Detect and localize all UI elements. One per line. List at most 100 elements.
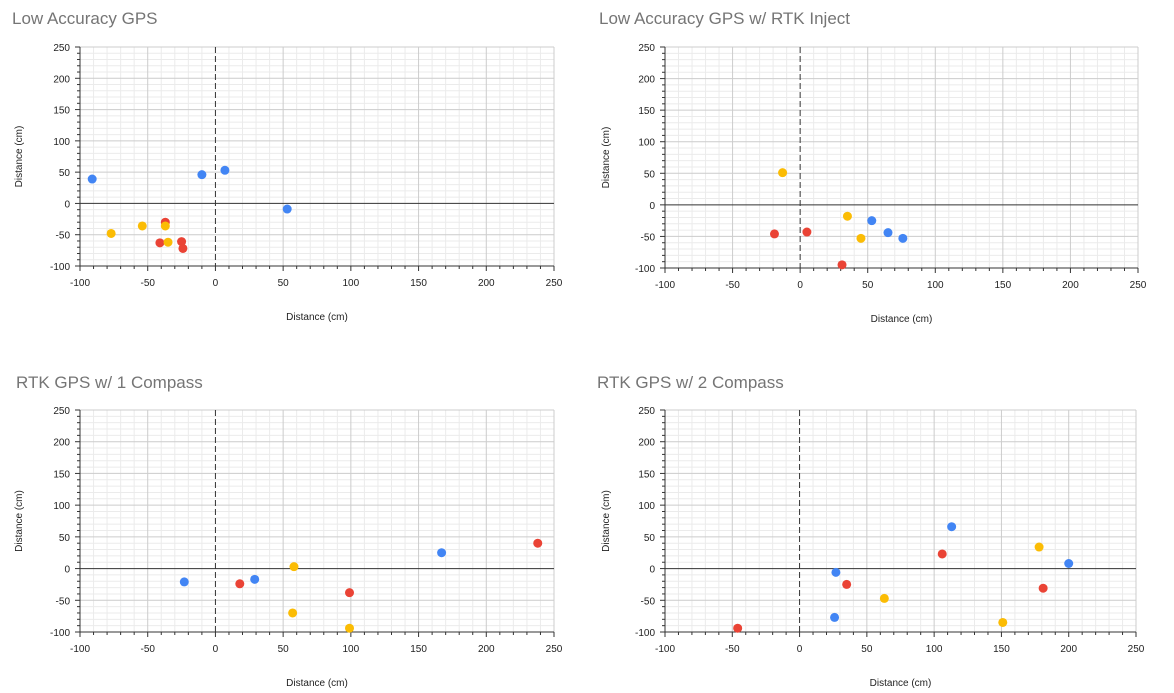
x-axis-title: Distance (cm) bbox=[870, 678, 932, 689]
red-data-point bbox=[842, 579, 852, 589]
y-tick-label: 50 bbox=[59, 168, 71, 179]
y-tick-label: 250 bbox=[53, 406, 70, 417]
red-data-point bbox=[802, 227, 812, 237]
x-tick-label: 100 bbox=[926, 644, 943, 655]
red-data-point bbox=[155, 238, 165, 248]
yellow-data-point bbox=[879, 593, 889, 603]
y-tick-label: 0 bbox=[649, 565, 655, 576]
chart-title: Low Accuracy GPS w/ RTK Inject bbox=[599, 9, 850, 28]
y-tick-label: -100 bbox=[635, 628, 655, 639]
y-tick-label: 50 bbox=[59, 533, 71, 544]
yellow-data-point bbox=[289, 562, 299, 572]
y-axis-title: Distance (cm) bbox=[14, 490, 25, 552]
x-tick-label: 150 bbox=[995, 280, 1012, 291]
x-tick-label: 150 bbox=[410, 644, 427, 655]
y-tick-label: -50 bbox=[56, 596, 71, 607]
red-data-point bbox=[345, 588, 355, 598]
x-tick-label: 200 bbox=[478, 278, 495, 289]
x-tick-label: 150 bbox=[410, 278, 427, 289]
x-tick-label: 50 bbox=[861, 644, 873, 655]
y-tick-label: 0 bbox=[64, 565, 70, 576]
yellow-data-point bbox=[106, 228, 116, 238]
blue-data-point bbox=[437, 548, 447, 558]
blue-data-point bbox=[947, 522, 957, 532]
x-tick-label: -100 bbox=[70, 644, 90, 655]
y-tick-label: 100 bbox=[638, 501, 655, 512]
scatter-chart: -100 -50 0 50 100 150 200 250 250 200 150 100 50 0 -50… bbox=[14, 43, 563, 323]
y-tick-label: -50 bbox=[56, 231, 71, 242]
x-tick-label: 150 bbox=[993, 644, 1010, 655]
y-tick-label: 150 bbox=[53, 106, 70, 117]
x-tick-label: -100 bbox=[655, 644, 675, 655]
blue-data-point bbox=[898, 233, 908, 243]
y-tick-label: 150 bbox=[638, 469, 655, 480]
y-tick-label: 150 bbox=[53, 469, 70, 480]
y-axis-title: Distance (cm) bbox=[601, 127, 612, 189]
blue-data-point bbox=[1064, 558, 1074, 568]
yellow-data-point bbox=[998, 617, 1008, 627]
x-tick-label: 200 bbox=[1060, 644, 1077, 655]
y-tick-label: 100 bbox=[53, 137, 70, 148]
y-axis-title: Distance (cm) bbox=[14, 126, 25, 188]
y-tick-label: 0 bbox=[649, 201, 655, 212]
y-tick-label: 200 bbox=[638, 438, 655, 449]
x-tick-label: 250 bbox=[546, 644, 563, 655]
x-tick-label: -50 bbox=[140, 644, 155, 655]
y-tick-label: -50 bbox=[641, 596, 656, 607]
x-axis-title: Distance (cm) bbox=[871, 314, 933, 325]
x-tick-label: 0 bbox=[797, 280, 803, 291]
x-tick-label: 100 bbox=[927, 280, 944, 291]
yellow-data-point bbox=[163, 237, 173, 247]
y-tick-label: 100 bbox=[638, 138, 655, 149]
red-data-point bbox=[769, 229, 779, 239]
y-tick-label: -100 bbox=[50, 262, 70, 273]
y-tick-label: 250 bbox=[53, 43, 70, 54]
x-tick-label: 250 bbox=[1128, 644, 1145, 655]
x-tick-label: 100 bbox=[343, 278, 360, 289]
blue-data-point bbox=[867, 216, 877, 226]
yellow-data-point bbox=[778, 168, 788, 178]
y-tick-label: 100 bbox=[53, 501, 70, 512]
yellow-data-point bbox=[160, 221, 170, 231]
blue-data-point bbox=[282, 204, 292, 214]
y-tick-label: 250 bbox=[638, 43, 655, 54]
y-tick-label: -100 bbox=[635, 264, 655, 275]
blue-data-point bbox=[87, 174, 97, 184]
yellow-data-point bbox=[288, 608, 298, 618]
x-tick-label: 0 bbox=[213, 644, 219, 655]
x-tick-label: 200 bbox=[1062, 280, 1079, 291]
y-tick-label: -50 bbox=[641, 232, 656, 243]
x-tick-label: -50 bbox=[140, 278, 155, 289]
y-tick-label: 50 bbox=[644, 533, 656, 544]
red-data-point bbox=[733, 623, 743, 633]
x-tick-label: -100 bbox=[655, 280, 675, 291]
blue-data-point bbox=[831, 567, 841, 577]
x-tick-label: 50 bbox=[278, 278, 290, 289]
yellow-data-point bbox=[345, 623, 355, 633]
blue-data-point bbox=[197, 170, 207, 180]
x-tick-label: 250 bbox=[546, 278, 563, 289]
x-tick-label: 0 bbox=[213, 278, 219, 289]
x-tick-label: 50 bbox=[278, 644, 290, 655]
x-axis-title: Distance (cm) bbox=[286, 678, 348, 689]
red-data-point bbox=[937, 549, 947, 559]
red-data-point bbox=[1038, 583, 1048, 593]
yellow-data-point bbox=[842, 211, 852, 221]
chart-title: Low Accuracy GPS bbox=[12, 9, 158, 28]
red-data-point bbox=[177, 237, 187, 247]
yellow-data-point bbox=[1034, 542, 1044, 552]
red-data-point bbox=[837, 260, 847, 270]
scatter-chart: -100 -50 0 50 100 150 200 250 250 200 150 100 50 0 -50… bbox=[601, 406, 1145, 689]
x-tick-label: 250 bbox=[1130, 280, 1147, 291]
y-tick-label: -100 bbox=[50, 628, 70, 639]
x-tick-label: 50 bbox=[862, 280, 874, 291]
blue-data-point bbox=[220, 165, 230, 175]
red-data-point bbox=[235, 579, 245, 589]
x-tick-label: -100 bbox=[70, 278, 90, 289]
y-axis-title: Distance (cm) bbox=[601, 490, 612, 552]
chart-panel-low-accuracy: Low Accuracy GPS -100 -50 0 50 100 150 200 250 2… bbox=[0, 0, 587, 346]
x-tick-label: 100 bbox=[343, 644, 360, 655]
blue-data-point bbox=[179, 577, 189, 587]
y-tick-label: 150 bbox=[638, 106, 655, 117]
blue-data-point bbox=[250, 574, 260, 584]
